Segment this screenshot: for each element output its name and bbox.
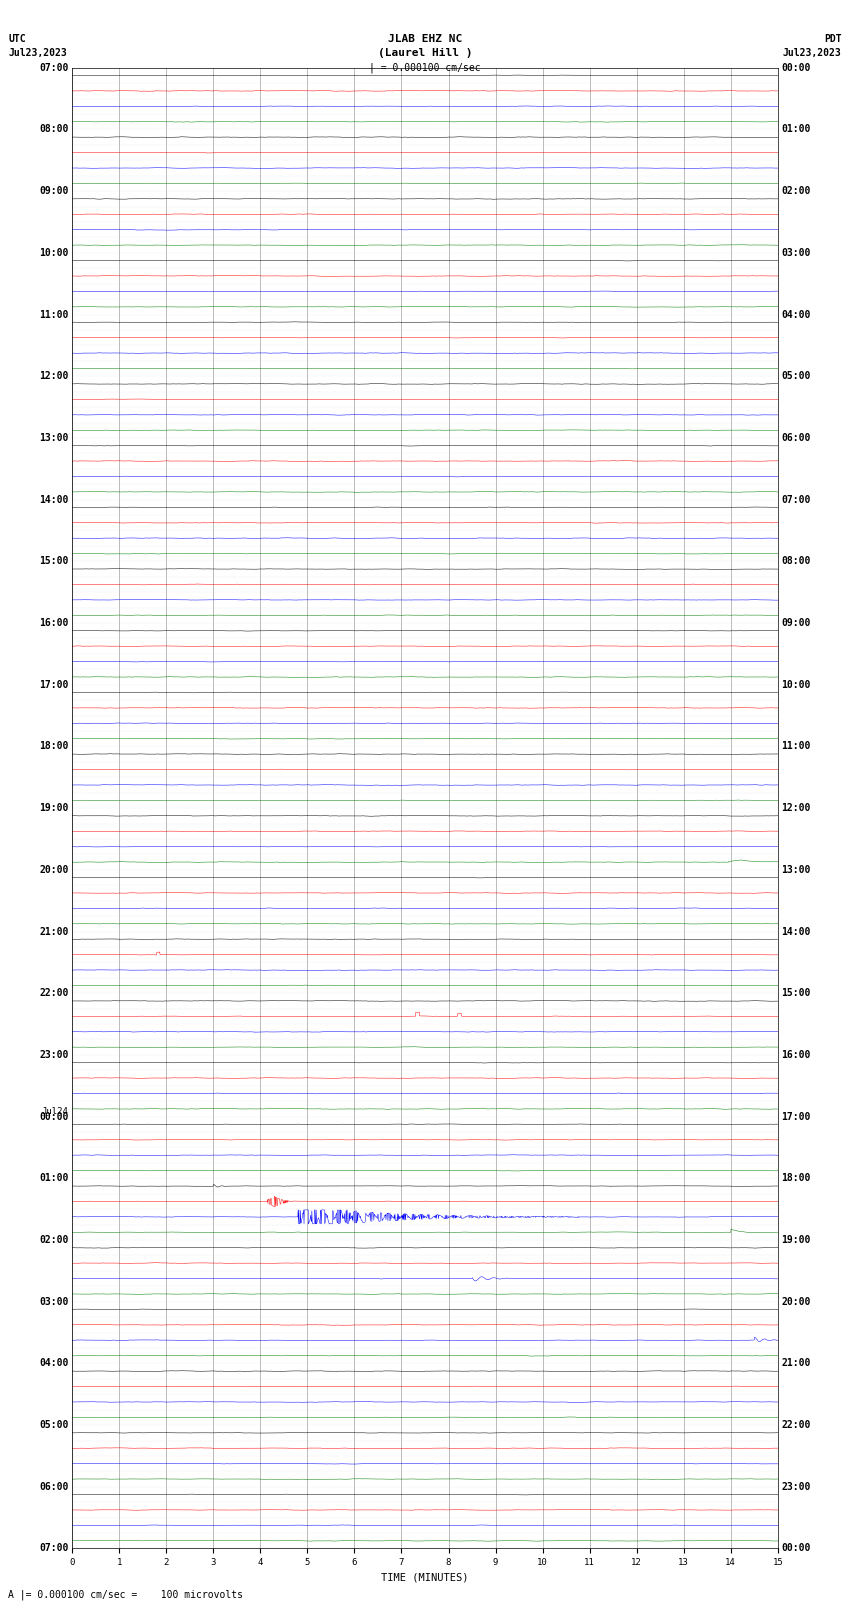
Text: 22:00: 22:00 <box>781 1419 811 1431</box>
Text: 02:00: 02:00 <box>781 185 811 197</box>
Text: 09:00: 09:00 <box>39 185 69 197</box>
Text: 11:00: 11:00 <box>39 310 69 319</box>
Text: A |= 0.000100 cm/sec =    100 microvolts: A |= 0.000100 cm/sec = 100 microvolts <box>8 1589 243 1600</box>
Text: | = 0.000100 cm/sec: | = 0.000100 cm/sec <box>369 63 481 74</box>
Text: 08:00: 08:00 <box>39 124 69 134</box>
X-axis label: TIME (MINUTES): TIME (MINUTES) <box>382 1573 468 1582</box>
Text: 12:00: 12:00 <box>39 371 69 381</box>
Text: 00:00: 00:00 <box>39 1111 69 1121</box>
Text: 15:00: 15:00 <box>781 989 811 998</box>
Text: 16:00: 16:00 <box>781 1050 811 1060</box>
Text: 23:00: 23:00 <box>39 1050 69 1060</box>
Text: JLAB EHZ NC: JLAB EHZ NC <box>388 34 462 44</box>
Text: 03:00: 03:00 <box>39 1297 69 1307</box>
Text: Jul23,2023: Jul23,2023 <box>783 48 842 58</box>
Text: 11:00: 11:00 <box>781 742 811 752</box>
Text: 15:00: 15:00 <box>39 556 69 566</box>
Text: PDT: PDT <box>824 34 842 44</box>
Text: 18:00: 18:00 <box>39 742 69 752</box>
Text: 19:00: 19:00 <box>781 1236 811 1245</box>
Text: 01:00: 01:00 <box>781 124 811 134</box>
Text: 05:00: 05:00 <box>39 1419 69 1431</box>
Text: 17:00: 17:00 <box>781 1111 811 1121</box>
Text: (Laurel Hill ): (Laurel Hill ) <box>377 48 473 58</box>
Text: 01:00: 01:00 <box>39 1173 69 1184</box>
Text: UTC: UTC <box>8 34 26 44</box>
Text: 07:00: 07:00 <box>39 63 69 73</box>
Text: 16:00: 16:00 <box>39 618 69 627</box>
Text: 14:00: 14:00 <box>781 926 811 937</box>
Text: 06:00: 06:00 <box>39 1482 69 1492</box>
Text: 17:00: 17:00 <box>39 679 69 690</box>
Text: 04:00: 04:00 <box>781 310 811 319</box>
Text: 19:00: 19:00 <box>39 803 69 813</box>
Text: 14:00: 14:00 <box>39 495 69 505</box>
Text: 13:00: 13:00 <box>39 432 69 444</box>
Text: 07:00: 07:00 <box>781 495 811 505</box>
Text: 21:00: 21:00 <box>39 926 69 937</box>
Text: 04:00: 04:00 <box>39 1358 69 1368</box>
Text: Jul23,2023: Jul23,2023 <box>8 48 67 58</box>
Text: 05:00: 05:00 <box>781 371 811 381</box>
Text: 08:00: 08:00 <box>781 556 811 566</box>
Text: 22:00: 22:00 <box>39 989 69 998</box>
Text: 10:00: 10:00 <box>39 248 69 258</box>
Text: 00:00: 00:00 <box>781 1544 811 1553</box>
Text: 12:00: 12:00 <box>781 803 811 813</box>
Text: 06:00: 06:00 <box>781 432 811 444</box>
Text: Jul24: Jul24 <box>42 1108 69 1116</box>
Text: 20:00: 20:00 <box>781 1297 811 1307</box>
Text: 07:00: 07:00 <box>39 1544 69 1553</box>
Text: 02:00: 02:00 <box>39 1236 69 1245</box>
Text: 13:00: 13:00 <box>781 865 811 874</box>
Text: 18:00: 18:00 <box>781 1173 811 1184</box>
Text: 10:00: 10:00 <box>781 679 811 690</box>
Text: 20:00: 20:00 <box>39 865 69 874</box>
Text: 09:00: 09:00 <box>781 618 811 627</box>
Text: 23:00: 23:00 <box>781 1482 811 1492</box>
Text: 00:00: 00:00 <box>781 63 811 73</box>
Text: 21:00: 21:00 <box>781 1358 811 1368</box>
Text: 03:00: 03:00 <box>781 248 811 258</box>
